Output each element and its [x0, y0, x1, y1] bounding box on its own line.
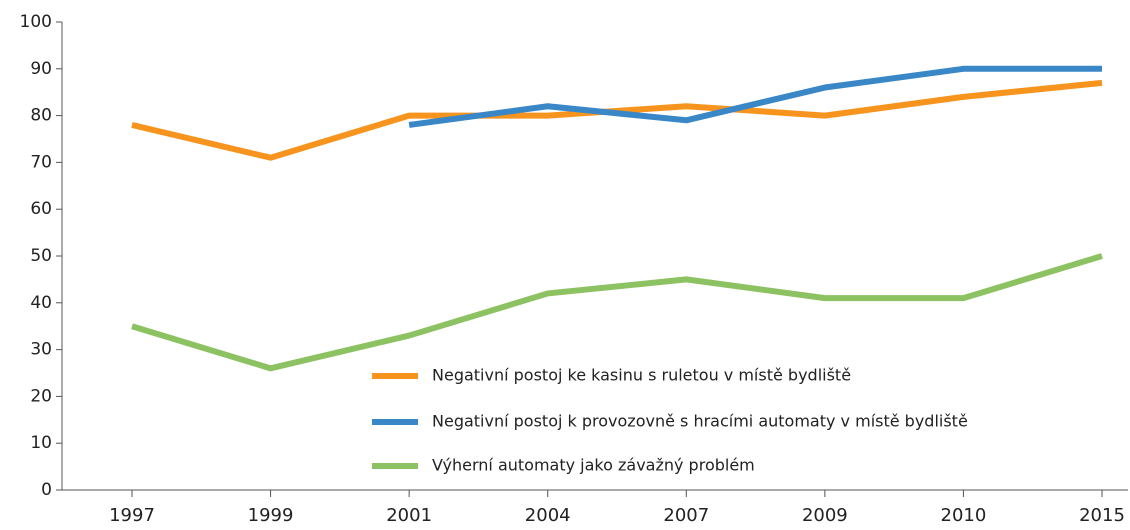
x-tick-label: 1999 [248, 505, 294, 526]
y-tick-label: 80 [30, 106, 52, 126]
x-tick-label: 2010 [941, 505, 987, 526]
x-tick-label: 1997 [109, 505, 155, 526]
y-tick-label: 30 [30, 340, 52, 360]
x-tick-label: 2007 [663, 505, 709, 526]
y-tick-label: 10 [30, 433, 52, 453]
y-tick-label: 50 [30, 246, 52, 266]
series-line [131, 79, 1103, 161]
series-line [408, 65, 1102, 128]
x-tick-label: 2015 [1079, 505, 1125, 526]
x-tick-label: 2004 [525, 505, 571, 526]
y-tick-label: 100 [20, 12, 52, 32]
legend-label: Negativní postoj k provozovně s hracími … [432, 412, 968, 431]
y-tick-label: 40 [30, 293, 52, 313]
y-tick-label: 60 [30, 199, 52, 219]
y-tick-label: 20 [30, 386, 52, 406]
x-tick-label: 2001 [386, 505, 432, 526]
series-line [131, 253, 1103, 372]
x-tick-label: 2009 [802, 505, 848, 526]
legend-label: Výherní automaty jako závažný problém [432, 456, 755, 475]
y-tick-label: 70 [30, 152, 52, 172]
y-tick-label: 0 [41, 480, 52, 500]
y-tick-label: 90 [30, 59, 52, 79]
legend-label: Negativní postoj ke kasinu s ruletou v m… [432, 366, 851, 385]
